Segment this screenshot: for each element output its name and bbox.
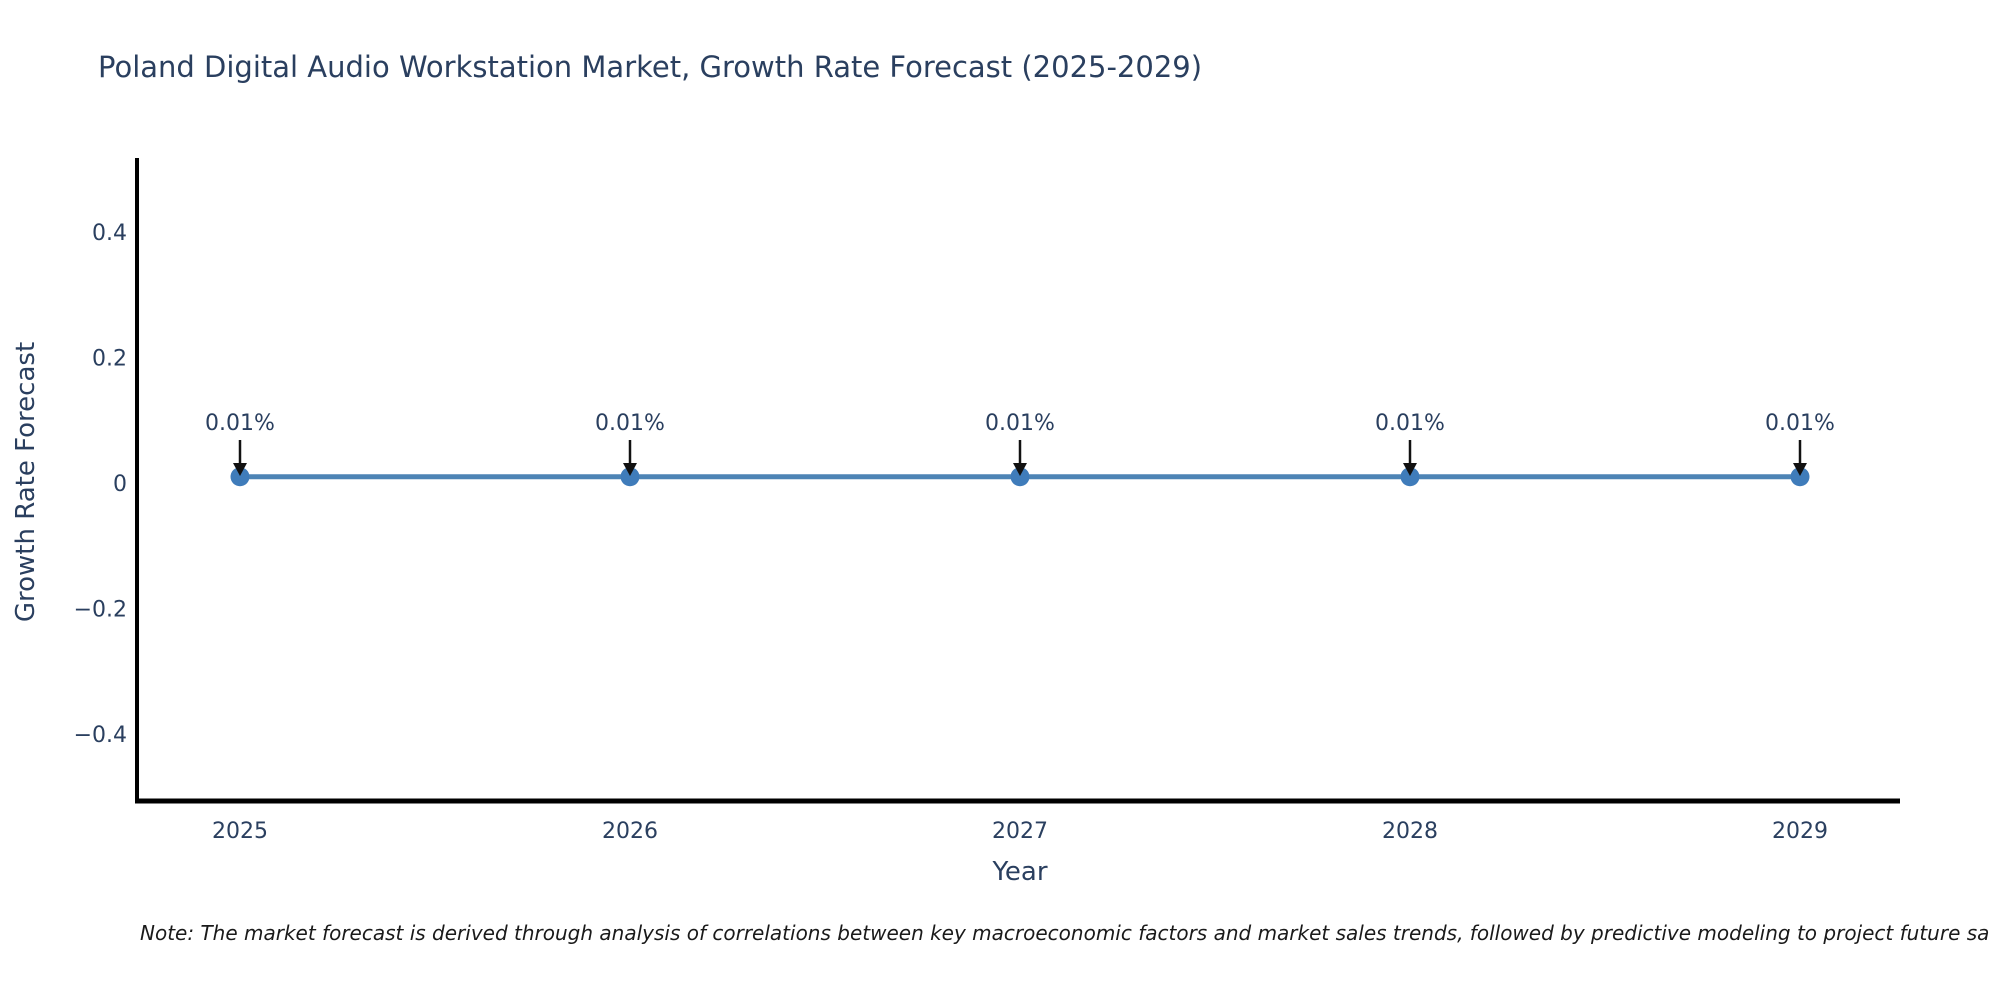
chart-title: Poland Digital Audio Workstation Market,… [98, 50, 1203, 84]
x-axis-label: Year [992, 857, 1048, 887]
annotation-arrow-head [1013, 463, 1027, 476]
data-point-marker [1790, 467, 1810, 487]
x-tick-label: 2028 [1382, 819, 1438, 844]
point-annotation-label: 0.01% [1375, 411, 1445, 436]
x-tick-label: 2029 [1772, 819, 1828, 844]
y-tick-label: 0 [113, 472, 127, 497]
x-tick-label: 2027 [992, 819, 1048, 844]
footnote: Note: The market forecast is derived thr… [140, 921, 1990, 945]
data-point-marker [230, 467, 250, 487]
point-annotation-label: 0.01% [985, 411, 1055, 436]
point-annotation-label: 0.01% [595, 411, 665, 436]
annotation-arrow-head [233, 463, 247, 476]
data-point-marker [620, 467, 640, 487]
annotation-arrow-head [1403, 463, 1417, 476]
point-annotation-label: 0.01% [205, 411, 275, 436]
y-tick-label: 0.2 [92, 347, 127, 372]
x-tick-label: 2025 [212, 819, 268, 844]
annotation-arrow-head [623, 463, 637, 476]
annotation-arrow-head [1793, 463, 1807, 476]
y-tick-label: 0.4 [92, 221, 127, 246]
data-point-marker [1400, 467, 1420, 487]
y-tick-label: −0.2 [74, 598, 127, 623]
data-point-marker [1010, 467, 1030, 487]
y-tick-label: −0.4 [74, 723, 127, 748]
point-annotation-label: 0.01% [1765, 411, 1835, 436]
x-tick-label: 2026 [602, 819, 658, 844]
